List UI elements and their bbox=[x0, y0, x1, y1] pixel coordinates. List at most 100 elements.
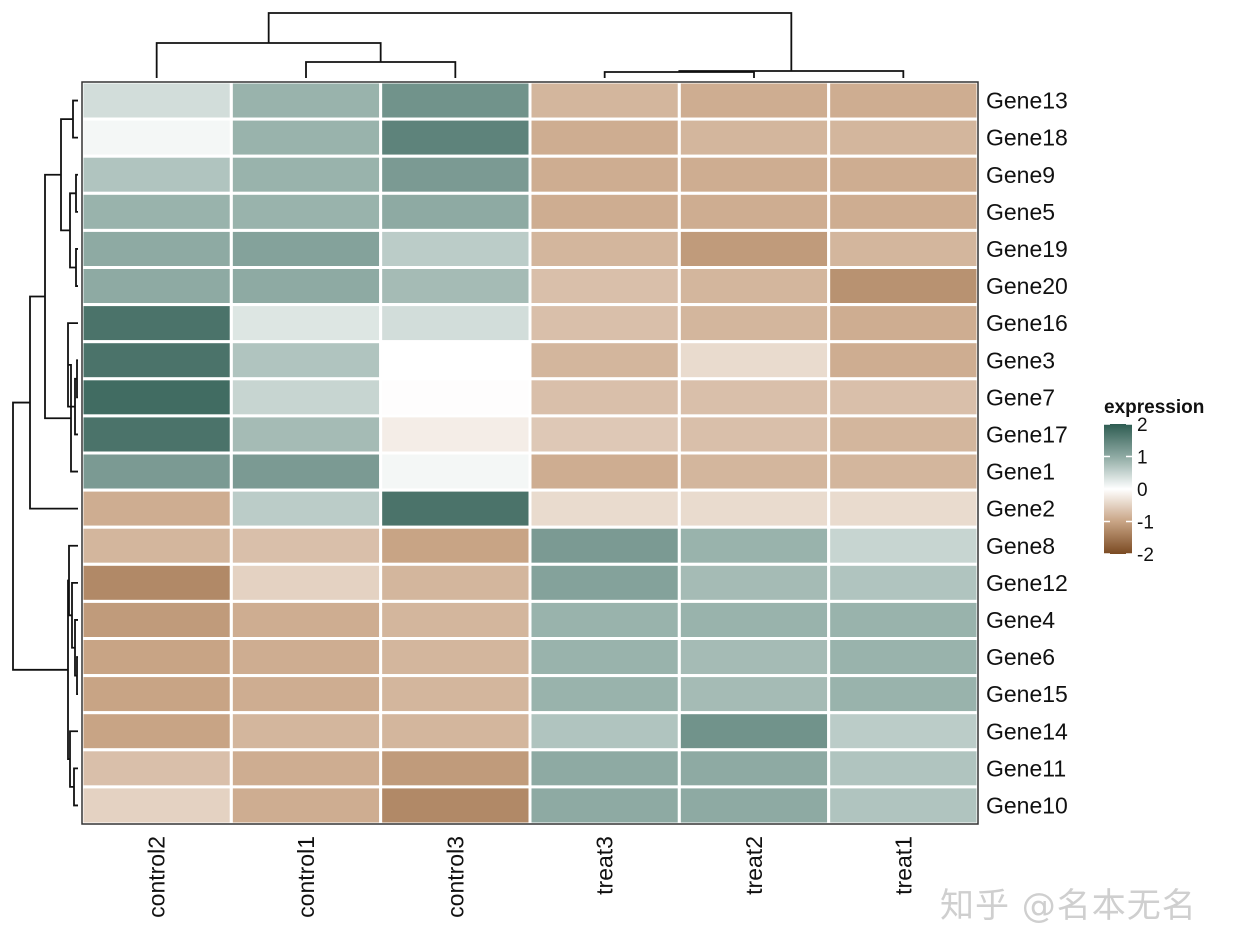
row-labels: Gene13 Gene18 Gene9 Gene5 Gene19 Gene20 Gene16… bbox=[986, 88, 1068, 819]
heatmap-cell bbox=[379, 191, 532, 232]
heatmap-cell bbox=[528, 80, 681, 121]
heatmap-cell bbox=[229, 266, 383, 307]
heatmap-border bbox=[81, 81, 979, 825]
dendrogram-branch bbox=[75, 173, 78, 213]
heatmap-cell bbox=[827, 674, 980, 715]
heatmap-cell bbox=[379, 266, 532, 307]
heatmap-cell bbox=[827, 228, 980, 269]
heatmap-cell bbox=[379, 80, 532, 121]
heatmap-cell bbox=[379, 711, 532, 752]
dendrogram-branch bbox=[155, 42, 382, 78]
dendrogram-branch bbox=[75, 248, 78, 287]
heatmap-cell bbox=[677, 154, 831, 195]
legend-tick-label: -2 bbox=[1137, 545, 1154, 566]
heatmap-cell bbox=[379, 451, 532, 492]
heatmap-cell bbox=[80, 80, 233, 121]
row-label: Gene14 bbox=[986, 718, 1068, 744]
heatmap-cell bbox=[229, 228, 383, 269]
column-label: treat2 bbox=[741, 836, 767, 895]
heatmap-cell bbox=[677, 599, 831, 641]
heatmap-cell bbox=[80, 414, 233, 455]
heatmap-cell bbox=[677, 117, 831, 158]
dendrogram-branch bbox=[76, 656, 78, 696]
heatmap-cell bbox=[827, 637, 980, 678]
dendrogram-branch bbox=[72, 99, 78, 139]
heatmap-cell bbox=[229, 414, 383, 455]
heatmap-cell bbox=[229, 525, 383, 566]
heatmap-cell bbox=[677, 748, 831, 789]
heatmap-cell bbox=[677, 562, 831, 603]
heatmap-cell bbox=[827, 117, 980, 158]
heatmap-cell bbox=[827, 154, 980, 195]
heatmap-cell bbox=[677, 80, 831, 121]
heatmap-cell bbox=[827, 451, 980, 492]
heatmap-cell bbox=[528, 488, 681, 529]
heatmap-cell bbox=[528, 562, 681, 603]
heatmap-cell bbox=[528, 748, 681, 789]
heatmap-cell bbox=[528, 266, 681, 307]
row-label: Gene11 bbox=[986, 755, 1066, 781]
dendrogram-branch bbox=[305, 61, 457, 78]
watermark: 知乎 @名本无名 bbox=[940, 886, 1197, 926]
dendrogram-branch bbox=[60, 118, 73, 232]
heatmap-cell bbox=[379, 303, 532, 344]
heatmap-cell bbox=[379, 525, 532, 566]
row-label: Gene17 bbox=[986, 421, 1068, 447]
heatmap-cell bbox=[677, 488, 831, 529]
heatmap-cell bbox=[80, 117, 233, 158]
heatmap-cell bbox=[80, 488, 233, 529]
heatmap-cell bbox=[528, 303, 681, 344]
legend-tick-label: 1 bbox=[1137, 448, 1148, 469]
heatmap-cell bbox=[80, 785, 233, 826]
heatmap-cell bbox=[677, 228, 831, 269]
heatmap-cell bbox=[827, 599, 980, 641]
legend-title: expression bbox=[1104, 397, 1204, 418]
heatmap-cell bbox=[528, 117, 681, 158]
heatmap-cell bbox=[677, 674, 831, 715]
column-label: control3 bbox=[442, 836, 468, 918]
heatmap-cell bbox=[379, 785, 532, 826]
dendrogram-branch bbox=[12, 401, 68, 671]
heatmap-cell bbox=[528, 228, 681, 269]
heatmap-cell bbox=[677, 414, 831, 455]
heatmap-cell bbox=[229, 488, 383, 529]
heatmap-cell bbox=[80, 451, 233, 492]
heatmap-cell bbox=[528, 154, 681, 195]
heatmap-cell bbox=[80, 599, 233, 641]
row-label: Gene16 bbox=[986, 310, 1068, 336]
column-label: control2 bbox=[144, 836, 170, 918]
heatmap-cell bbox=[379, 340, 532, 381]
row-label: Gene20 bbox=[986, 273, 1068, 299]
column-label: control1 bbox=[293, 836, 319, 918]
column-label: treat1 bbox=[890, 836, 916, 895]
heatmap-cell bbox=[677, 340, 831, 381]
dendrogram-branch bbox=[73, 767, 78, 807]
heatmap-cell bbox=[677, 303, 831, 344]
heatmap-cell bbox=[80, 266, 233, 307]
heatmap-cell bbox=[229, 451, 383, 492]
heatmap-cell bbox=[827, 562, 980, 603]
heatmap-cell bbox=[677, 191, 831, 232]
heatmap-cell bbox=[677, 525, 831, 566]
dendrogram-branch bbox=[68, 544, 78, 617]
row-label: Gene4 bbox=[986, 607, 1055, 633]
heatmap-cell bbox=[528, 599, 681, 641]
row-label: Gene5 bbox=[986, 199, 1055, 225]
row-label: Gene12 bbox=[986, 570, 1068, 596]
row-label: Gene2 bbox=[986, 496, 1055, 522]
heatmap-cell bbox=[528, 674, 681, 715]
heatmap-cell bbox=[379, 637, 532, 678]
heatmap-cells bbox=[80, 80, 980, 826]
row-label: Gene7 bbox=[986, 384, 1055, 410]
heatmap-cell bbox=[827, 488, 980, 529]
legend-tick-label: 2 bbox=[1137, 415, 1148, 436]
row-dendrogram bbox=[12, 99, 78, 807]
column-labels: control2 control1 control3 treat3 treat2 trea… bbox=[144, 836, 917, 918]
heatmap-cell bbox=[827, 266, 980, 307]
heatmap-cell bbox=[827, 414, 980, 455]
heatmap-cell bbox=[80, 748, 233, 789]
row-label: Gene10 bbox=[986, 792, 1068, 818]
heatmap-cell bbox=[528, 414, 681, 455]
heatmap-cell bbox=[80, 674, 233, 715]
